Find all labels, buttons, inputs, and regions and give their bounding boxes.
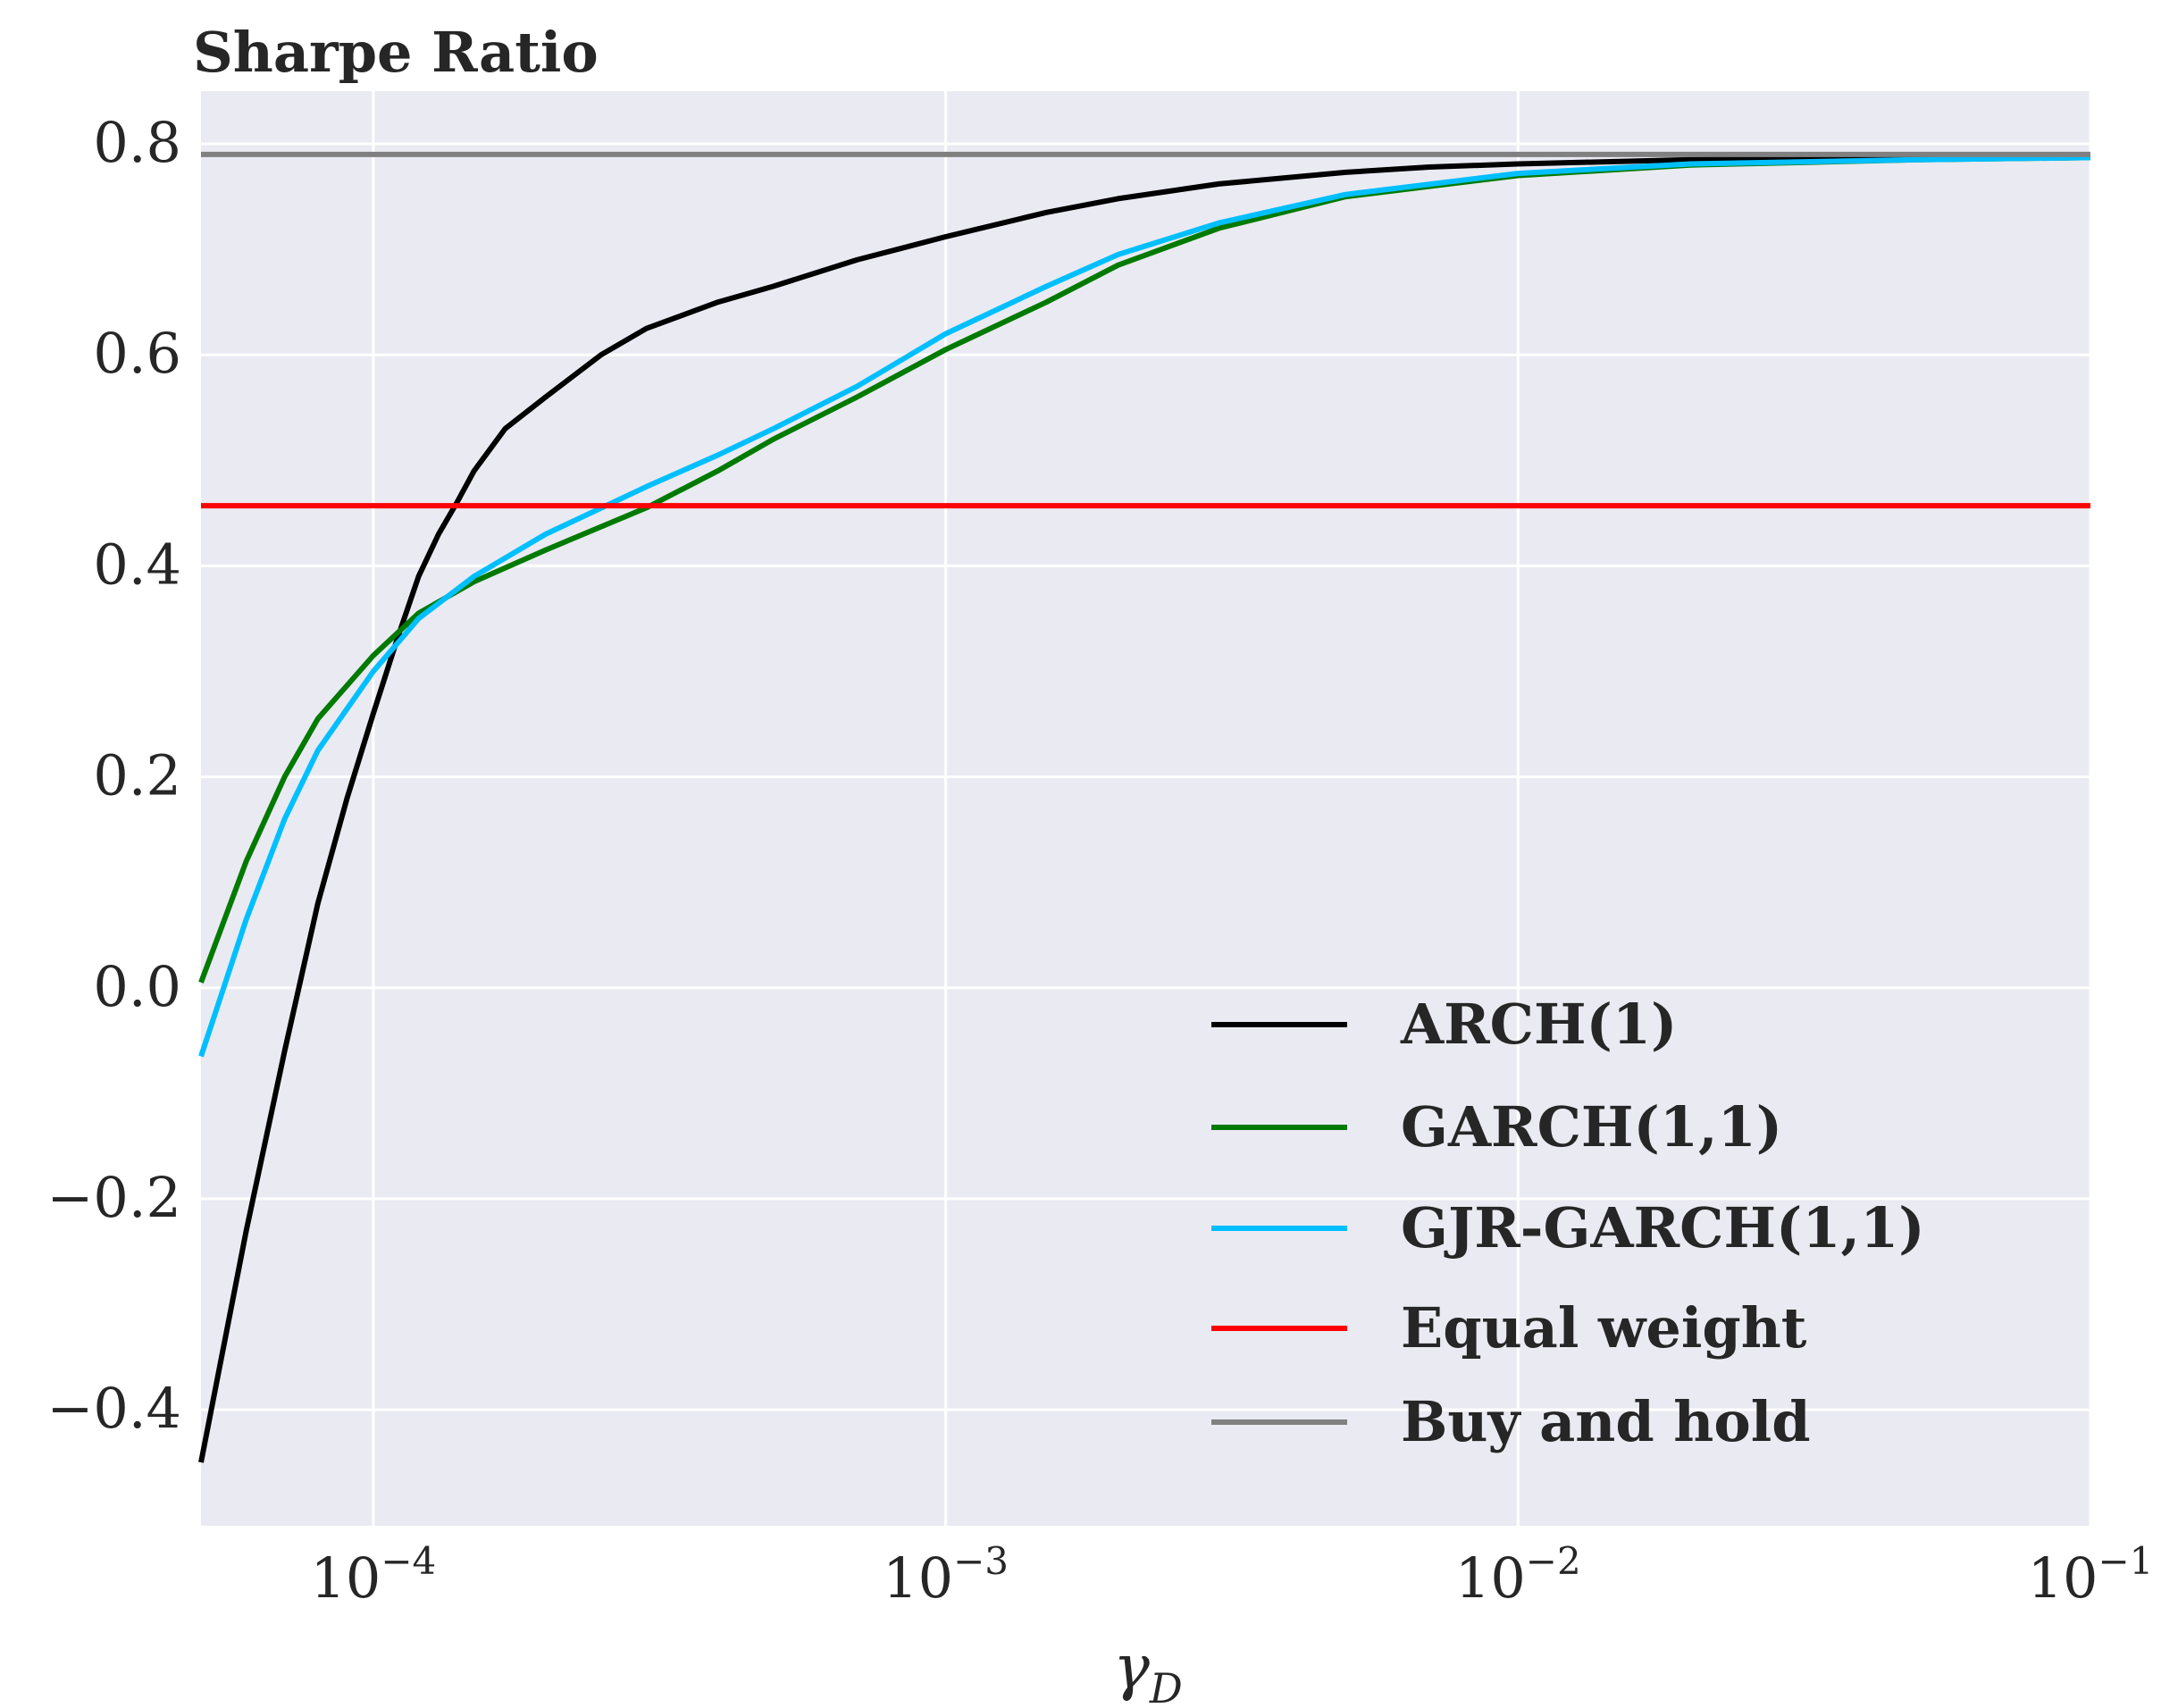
y-tick-label: 0.8 [93, 110, 181, 175]
legend-label: ARCH(1) [1400, 992, 1677, 1057]
y-axis-ticks: −0.4 −0.2 0.0 0.2 0.4 0.6 0.8 [46, 110, 181, 1441]
y-tick-label: −0.2 [46, 1165, 181, 1230]
x-tick-label: 10−3 [883, 1539, 1009, 1611]
x-axis-ticks: 10−4 10−3 10−2 10−1 [310, 1539, 2153, 1611]
y-tick-label: 0.0 [93, 954, 181, 1019]
series-layer [198, 151, 2091, 1463]
legend: ARCH(1) GARCH(1,1) GJR-GARCH(1,1) Equal wei… [1211, 992, 1925, 1454]
series-line [198, 154, 2091, 1463]
x-tick-label: 10−1 [2028, 1539, 2154, 1611]
x-axis-label: γD [1113, 1633, 1183, 1708]
grid [201, 91, 2092, 1526]
y-tick-label: −0.4 [46, 1376, 181, 1441]
legend-label: GARCH(1,1) [1401, 1094, 1782, 1160]
y-tick-label: 0.6 [93, 321, 181, 386]
plot-area [201, 91, 2090, 1526]
x-tick-label: 10−2 [1455, 1539, 1581, 1611]
legend-label: Equal weight [1401, 1295, 1807, 1361]
y-tick-label: 0.4 [93, 532, 181, 597]
legend-label: GJR-GARCH(1,1) [1401, 1195, 1925, 1260]
legend-label: Buy and hold [1401, 1389, 1811, 1454]
x-tick-label: 10−4 [310, 1539, 436, 1611]
chart-title: Sharpe Ratio [193, 20, 599, 85]
series-line [198, 155, 2091, 1058]
y-tick-label: 0.2 [93, 743, 181, 808]
